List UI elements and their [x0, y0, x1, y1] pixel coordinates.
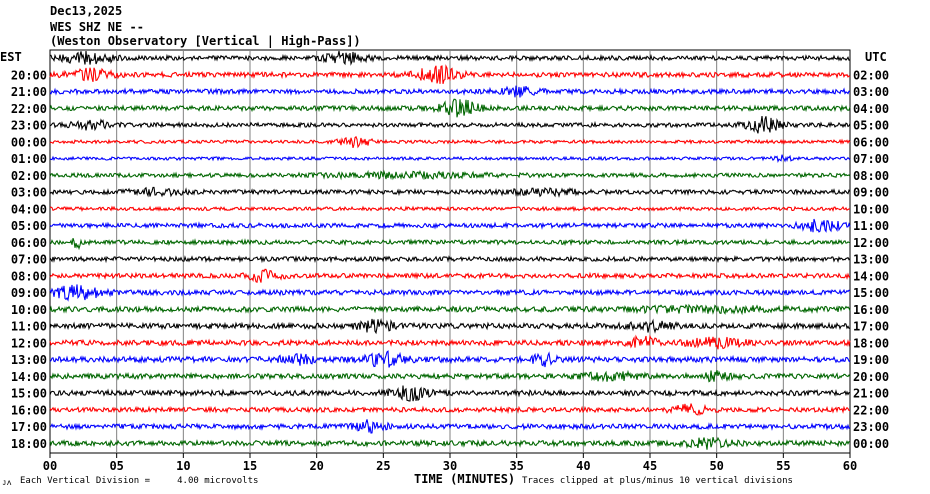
- right-time-label: 17:00: [853, 320, 889, 334]
- left-time-label: 16:00: [11, 403, 47, 417]
- right-time-label: 07:00: [853, 152, 889, 166]
- right-time-label: 10:00: [853, 202, 889, 216]
- left-time-label: 08:00: [11, 269, 47, 283]
- left-time-label: 07:00: [11, 253, 47, 267]
- trace-row-15: [49, 303, 851, 316]
- x-tick-label: 20: [309, 459, 323, 473]
- x-tick-label: 45: [643, 459, 657, 473]
- x-tick-label: 10: [176, 459, 190, 473]
- trace-row-5: [49, 135, 851, 149]
- x-axis-title: TIME (MINUTES): [414, 472, 516, 486]
- right-time-label: 11:00: [853, 219, 889, 233]
- left-time-label: 12:00: [11, 336, 47, 350]
- right-time-label: 00:00: [853, 437, 889, 451]
- trace-row-19: [49, 369, 851, 383]
- x-tick-label: 25: [376, 459, 390, 473]
- left-time-label: 22:00: [11, 102, 47, 116]
- trace-row-23: [49, 436, 851, 450]
- left-time-label: 10:00: [11, 303, 47, 317]
- x-tick-label: 30: [443, 459, 457, 473]
- right-time-label: 20:00: [853, 370, 889, 384]
- station-code: WES SHZ NE --: [50, 20, 144, 34]
- trace-row-0: [49, 50, 851, 66]
- left-time-label: 23:00: [11, 119, 47, 133]
- right-time-label: 18:00: [853, 336, 889, 350]
- right-time-label: 13:00: [853, 253, 889, 267]
- left-time-label: 21:00: [11, 85, 47, 99]
- chart-date: Dec13,2025: [50, 4, 123, 18]
- left-time-label: 18:00: [11, 437, 47, 451]
- trace-row-17: [49, 334, 851, 350]
- trace-row-21: [49, 403, 851, 416]
- trace-row-11: [49, 238, 851, 251]
- left-time-label: 00:00: [11, 135, 47, 149]
- left-time-label: 15:00: [11, 387, 47, 401]
- trace-row-2: [49, 85, 851, 98]
- trace-row-14: [49, 284, 851, 302]
- left-time-label: 14:00: [11, 370, 47, 384]
- trace-row-8: [49, 186, 851, 198]
- trace-row-18: [49, 350, 851, 368]
- left-time-label: 01:00: [11, 152, 47, 166]
- right-time-label: 04:00: [853, 102, 889, 116]
- corner-mark: ᴊᴧ: [2, 478, 12, 487]
- right-time-label: 08:00: [853, 169, 889, 183]
- left-time-label: 13:00: [11, 353, 47, 367]
- x-tick-label: 60: [843, 459, 857, 473]
- trace-row-9: [49, 205, 851, 213]
- left-time-label: 11:00: [11, 320, 47, 334]
- right-time-label: 06:00: [853, 135, 889, 149]
- x-tick-label: 55: [776, 459, 790, 473]
- clip-note: Traces clipped at plus/minus 10 vertical…: [522, 476, 793, 486]
- left-time-label: 06:00: [11, 236, 47, 250]
- right-time-label: 23:00: [853, 420, 889, 434]
- x-tick-label: 15: [243, 459, 257, 473]
- trace-row-10: [49, 218, 851, 233]
- left-time-label: 03:00: [11, 186, 47, 200]
- right-timezone-label: UTC: [865, 50, 887, 64]
- trace-row-22: [49, 419, 851, 434]
- left-time-label: 05:00: [11, 219, 47, 233]
- x-tick-label: 05: [109, 459, 123, 473]
- trace-row-7: [49, 169, 851, 181]
- right-time-label: 21:00: [853, 387, 889, 401]
- right-time-label: 16:00: [853, 303, 889, 317]
- trace-row-20: [49, 385, 851, 402]
- left-time-label: 20:00: [11, 68, 47, 82]
- left-time-label: 02:00: [11, 169, 47, 183]
- trace-row-16: [49, 318, 851, 335]
- trace-row-6: [49, 154, 851, 164]
- x-tick-label: 00: [43, 459, 57, 473]
- x-tick-label: 50: [709, 459, 723, 473]
- right-time-label: 19:00: [853, 353, 889, 367]
- right-time-label: 03:00: [853, 85, 889, 99]
- left-timezone-label: EST: [0, 50, 22, 64]
- left-time-label: 17:00: [11, 420, 47, 434]
- trace-row-1: [49, 64, 851, 84]
- right-time-label: 12:00: [853, 236, 889, 250]
- trace-row-4: [49, 116, 851, 134]
- chart-description: (Weston Observatory [Vertical | High-Pas…: [50, 34, 361, 48]
- trace-row-13: [49, 268, 851, 284]
- right-time-label: 05:00: [853, 119, 889, 133]
- left-time-label: 09:00: [11, 286, 47, 300]
- right-time-label: 14:00: [853, 269, 889, 283]
- right-time-label: 02:00: [853, 68, 889, 82]
- right-time-label: 09:00: [853, 186, 889, 200]
- trace-row-3: [49, 98, 851, 118]
- left-time-label: 04:00: [11, 202, 47, 216]
- vertical-division-note: Each Vertical Division = 4.00 microvolts: [20, 476, 259, 486]
- x-tick-label: 40: [576, 459, 590, 473]
- x-tick-label: 35: [509, 459, 523, 473]
- right-time-label: 15:00: [853, 286, 889, 300]
- right-time-label: 22:00: [853, 403, 889, 417]
- trace-row-12: [49, 255, 851, 264]
